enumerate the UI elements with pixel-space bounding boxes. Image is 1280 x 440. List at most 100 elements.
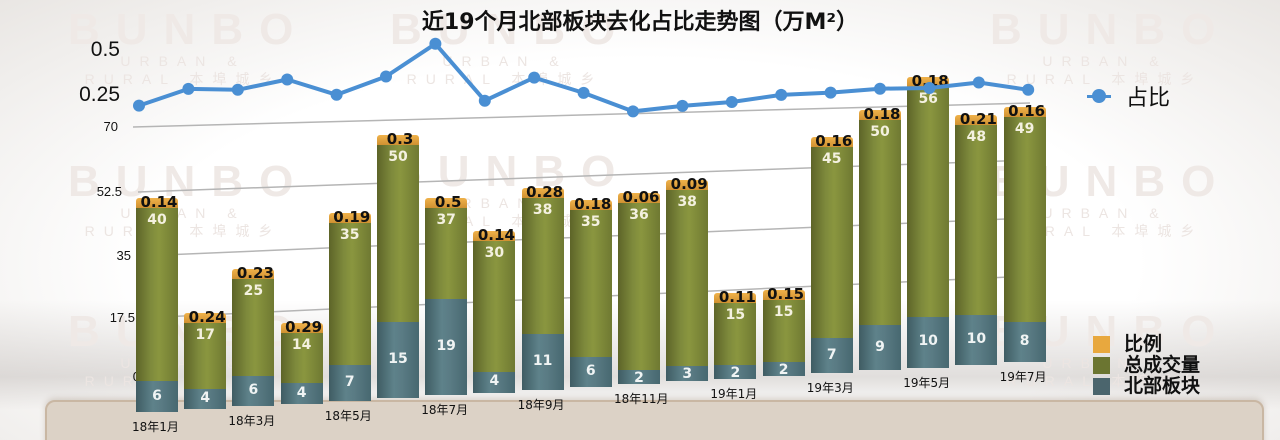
bar-column: 0.16 45 7 — [810, 132, 853, 374]
total-label: 45 — [822, 151, 842, 168]
line-point — [133, 99, 145, 112]
ratio-label: 0.09 — [670, 174, 708, 193]
north-segment — [1003, 322, 1046, 362]
watermark-tagline: URBAN & RURAL 本埠城乡 — [84, 53, 282, 87]
bar-column: 0.14 30 4 — [473, 226, 516, 393]
north-segment — [955, 314, 998, 365]
line-point — [429, 37, 442, 50]
ratio-label: 0.11 — [718, 288, 756, 307]
total-segment — [328, 223, 371, 366]
north-label: 6 — [585, 362, 596, 379]
north-segment — [907, 317, 950, 368]
line-point — [775, 88, 788, 101]
line-point — [478, 94, 491, 107]
ratio-cap — [136, 198, 178, 210]
total-segment — [377, 144, 419, 323]
bar-column: 0.06 36 2 — [618, 188, 660, 386]
line-point — [281, 73, 294, 86]
total-label: 35 — [340, 227, 360, 244]
x-axis-label: 18年1月 — [132, 420, 179, 434]
north-segment — [280, 383, 323, 404]
north-segment — [569, 356, 612, 387]
line-point — [824, 86, 837, 99]
ratio-label: 0.16 — [815, 132, 853, 151]
x-axis-label: 19年1月 — [710, 386, 758, 401]
bar-column: 0.28 38 11 — [521, 183, 564, 390]
total-segment — [232, 279, 275, 376]
total-segment — [859, 119, 901, 326]
ratio-cap — [859, 109, 901, 122]
north-label: 6 — [152, 387, 162, 404]
watermark-brand: BUNBO — [68, 5, 310, 54]
line-point — [874, 82, 886, 95]
bar-column: 0.19 35 7 — [328, 208, 371, 401]
bar-column: 0.21 48 10 — [955, 110, 998, 365]
ratio-cap — [473, 230, 516, 243]
total-label: 14 — [291, 336, 312, 353]
total-label: 15 — [725, 307, 746, 324]
ratio-cap — [1003, 107, 1046, 119]
legend-label: 总成交量 — [1124, 354, 1201, 376]
legend-item-total: 总成交量 — [1093, 355, 1200, 376]
total-segment — [666, 189, 709, 367]
total-label: 49 — [1014, 121, 1035, 137]
ratio-label: 0.19 — [333, 208, 371, 227]
line-axis-tick: 0.25 — [79, 83, 120, 106]
line-point — [1022, 83, 1035, 96]
total-segment — [280, 332, 323, 384]
total-label: 40 — [147, 212, 167, 228]
ratio-cap — [232, 269, 275, 282]
total-segment — [810, 147, 853, 338]
x-axis-label: 18年9月 — [517, 397, 565, 412]
north-label: 8 — [1019, 333, 1030, 349]
ratio-label: 0.18 — [574, 195, 612, 214]
total-label: 38 — [677, 193, 697, 210]
total-label: 48 — [966, 128, 987, 145]
north-label: 3 — [682, 366, 693, 383]
total-segment — [762, 300, 805, 362]
north-label: 4 — [489, 373, 500, 390]
x-axis-label: 18年5月 — [324, 408, 372, 423]
north-segment — [714, 364, 757, 379]
x-axis-label: 18年3月 — [228, 414, 276, 429]
line-marker-icon — [1087, 89, 1111, 103]
ratio-label: 0.06 — [622, 187, 660, 206]
line-point — [676, 99, 689, 112]
line-point — [923, 82, 936, 94]
ratio-label: 0.18 — [863, 104, 901, 123]
chart-title: 近19个月北部板块去化占比走势图（万M²） — [421, 10, 859, 35]
total-segment — [618, 202, 660, 371]
total-label: 36 — [629, 206, 649, 223]
north-segment — [232, 375, 275, 407]
ratio-cap — [762, 290, 805, 303]
ratio-cap — [714, 293, 757, 306]
ratio-label: 0.14 — [477, 225, 515, 244]
ratio-cap — [377, 134, 419, 147]
ratio-cap — [425, 197, 468, 210]
total-label: 50 — [870, 123, 890, 140]
watermark: BUNBO URBAN & RURAL 本埠城乡 — [68, 8, 298, 88]
ratio-label: 0.15 — [767, 285, 805, 304]
total-segment — [521, 197, 564, 335]
bar-column: 0.15 15 2 — [762, 285, 805, 378]
x-axis-label: 19年5月 — [903, 375, 951, 390]
ratio-cap — [280, 322, 323, 335]
x-axis-label: 18年11月 — [614, 392, 669, 407]
base-platform — [45, 400, 1264, 440]
total-segment — [136, 208, 178, 382]
north-segment — [328, 365, 371, 401]
bar-column: 0.18 50 9 — [859, 105, 901, 371]
north-segment — [377, 322, 419, 399]
line-point — [577, 86, 590, 99]
line-point — [330, 88, 343, 101]
north-label: 7 — [344, 374, 355, 391]
watermark-brand: BUNBO — [990, 5, 1232, 54]
legend-item-north: 北部板块 — [1093, 376, 1200, 397]
north-segment — [136, 381, 178, 412]
north-segment — [184, 388, 227, 410]
watermark: BUNBO URBAN & RURAL 本埠城乡 — [390, 8, 620, 88]
north-label: 10 — [966, 330, 987, 347]
bar-column: 0.16 49 8 — [1003, 102, 1046, 362]
